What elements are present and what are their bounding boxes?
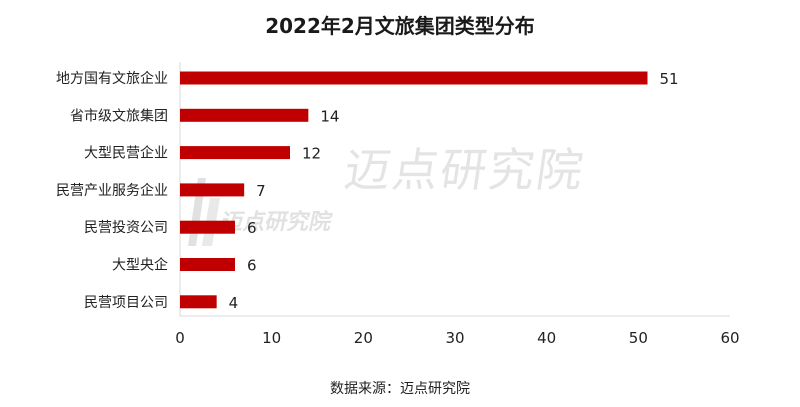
data-label: 6 (247, 219, 257, 237)
data-label: 4 (229, 294, 239, 312)
category-label: 大型央企 (112, 257, 168, 274)
bar (180, 146, 290, 160)
category-label: 地方国有文旅企业 (56, 70, 168, 87)
data-label: 51 (660, 70, 679, 88)
category-label: 民营投资公司 (84, 220, 168, 236)
category-label: 民营产业服务企业 (56, 182, 168, 199)
x-tick-label: 0 (175, 329, 185, 347)
bar (180, 258, 235, 271)
bar (180, 220, 235, 234)
data-label: 6 (247, 257, 257, 275)
x-tick-label: 30 (445, 329, 464, 347)
category-label: 大型民营企业 (84, 145, 168, 162)
bar (180, 183, 245, 197)
data-label: 12 (302, 145, 321, 163)
x-tick-label: 40 (537, 329, 556, 347)
chart-title: 2022年2月文旅集团类型分布 (265, 14, 535, 38)
data-label: 7 (256, 182, 266, 200)
category-label: 民营项目公司 (84, 295, 168, 311)
bar (180, 71, 648, 85)
data-source: 数据来源：迈点研究院 (330, 381, 470, 397)
x-tick-label: 10 (262, 329, 281, 347)
bar (180, 295, 217, 309)
data-label: 14 (320, 107, 339, 125)
bar (180, 108, 309, 122)
x-tick-label: 20 (354, 329, 373, 347)
category-label: 省市级文旅集团 (70, 107, 168, 124)
x-tick-label: 50 (629, 329, 648, 347)
x-tick-label: 60 (720, 329, 739, 347)
